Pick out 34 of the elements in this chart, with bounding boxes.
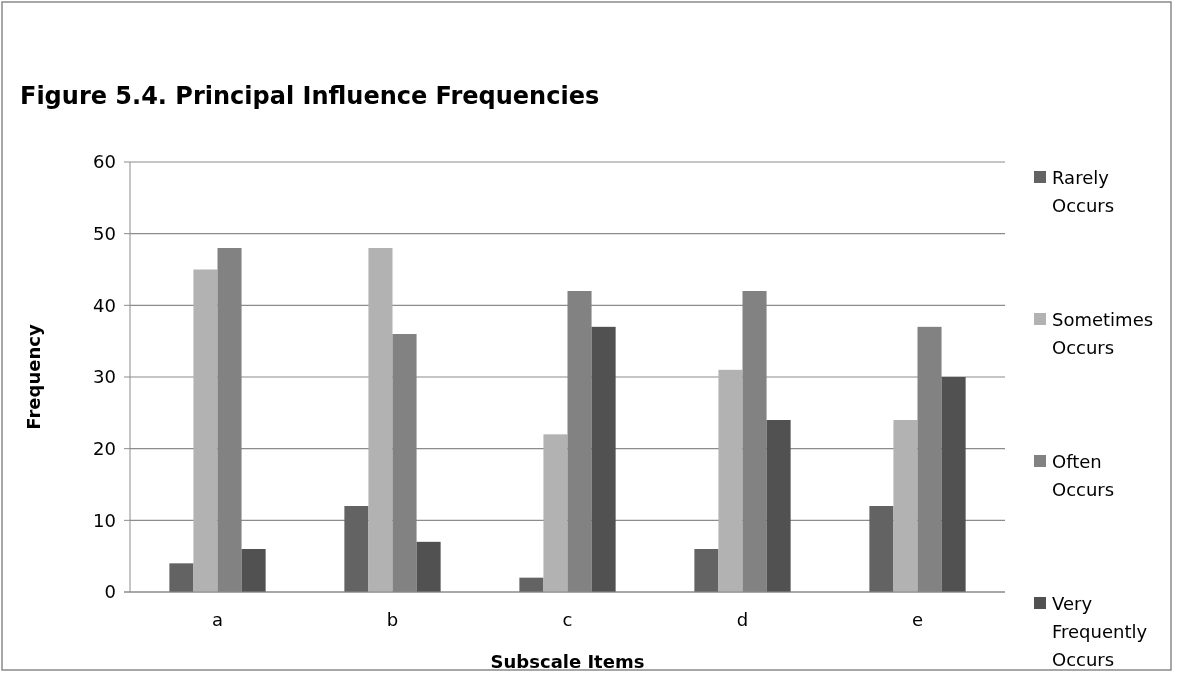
legend-label: Very Frequently Occurs — [1052, 593, 1148, 670]
y-tick-label: 0 — [104, 581, 116, 603]
bar — [893, 420, 918, 592]
x-tick-label: d — [736, 609, 749, 630]
bar — [193, 269, 218, 592]
legend-label: Rarely Occurs — [1052, 167, 1115, 216]
bar — [941, 377, 966, 592]
bar — [241, 549, 266, 592]
y-tick-label: 50 — [93, 222, 116, 244]
legend-label: Sometimes Occurs — [1052, 309, 1154, 358]
bar — [543, 434, 568, 592]
y-tick-label: 10 — [93, 509, 116, 531]
y-tick-label: 40 — [93, 294, 116, 316]
y-axis-title: Frequency — [23, 324, 44, 430]
y-tick-label: 20 — [93, 437, 116, 459]
x-tick-label: b — [386, 609, 399, 630]
bar — [766, 420, 791, 592]
bar — [591, 326, 616, 592]
bar — [368, 248, 393, 592]
chart-title: Figure 5.4. Principal Influence Frequencies — [20, 82, 600, 110]
x-tick-label: e — [911, 609, 924, 630]
bar — [519, 577, 544, 592]
y-tick-label: 60 — [93, 151, 116, 173]
bar — [694, 549, 719, 592]
bar — [344, 506, 369, 592]
bar — [718, 369, 743, 592]
legend-label: Often Occurs — [1052, 451, 1115, 500]
x-tick-label: c — [562, 609, 573, 630]
bar — [416, 541, 441, 592]
bar — [869, 506, 894, 592]
bar — [169, 563, 194, 592]
x-axis-title: Subscale Items — [490, 651, 645, 672]
x-tick-label: a — [211, 609, 224, 630]
y-tick-label: 30 — [93, 366, 116, 388]
